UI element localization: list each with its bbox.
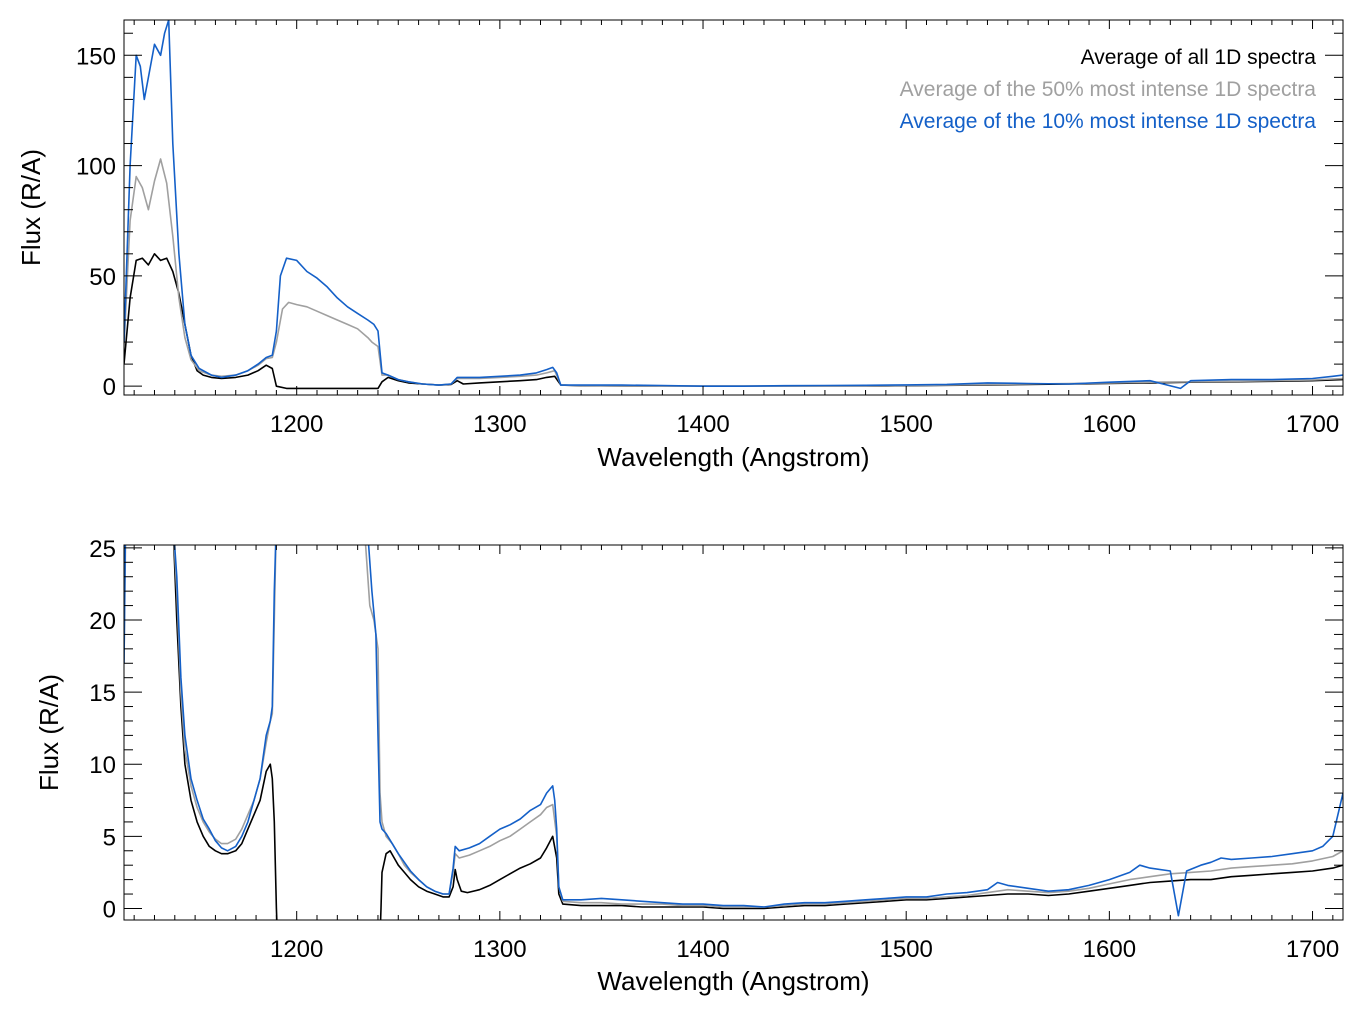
y-tick-label: 20 xyxy=(89,608,116,635)
x-tick-label: 1500 xyxy=(879,411,932,438)
x-tick-label: 1300 xyxy=(473,411,526,438)
top-panel: 1200 1300 1400 1500 1600 1700 0 50 100 150 Wavele… xyxy=(16,19,1344,472)
y-tick-label: 5 xyxy=(103,824,116,851)
series-line-all xyxy=(173,545,1343,920)
legend-entry-10-percent: Average of the 10% most intense 1D spect… xyxy=(900,110,1317,133)
legend-entry-50-percent: Average of the 50% most intense 1D spect… xyxy=(900,78,1317,101)
x-tick-label: 1600 xyxy=(1083,411,1136,438)
series-line-50-percent xyxy=(124,545,1343,908)
x-tick-label: 1200 xyxy=(270,936,323,963)
x-tick-label: 1400 xyxy=(676,411,729,438)
y-tick-label: 10 xyxy=(89,752,116,779)
series-line-10-percent xyxy=(124,20,1343,390)
series-line-all xyxy=(124,253,1343,390)
y-tick-label: 50 xyxy=(89,264,116,291)
top-plot-frame xyxy=(123,19,1344,396)
y-tick-label: 150 xyxy=(76,43,116,70)
x-tick-label: 1700 xyxy=(1286,936,1339,963)
bottom-plot-frame xyxy=(123,544,1344,921)
bottom-x-axis-label: Wavelength (Angstrom) xyxy=(597,966,869,996)
bottom-panel: 1200 1300 1400 1500 1600 1700 0 5 10 15 20 25 Wavel… xyxy=(34,536,1344,996)
x-tick-label: 1700 xyxy=(1286,411,1339,438)
top-x-axis-label: Wavelength (Angstrom) xyxy=(597,442,869,472)
y-tick-label: 0 xyxy=(103,896,116,923)
x-tick-label: 1300 xyxy=(473,936,526,963)
x-tick-label: 1600 xyxy=(1083,936,1136,963)
y-tick-label: 0 xyxy=(103,374,116,401)
top-y-axis-label: Flux (R/A) xyxy=(16,149,46,266)
y-tick-label: 15 xyxy=(89,680,116,707)
legend-entry-all: Average of all 1D spectra xyxy=(1081,46,1317,69)
bottom-y-axis-label: Flux (R/A) xyxy=(34,674,64,791)
y-tick-label: 100 xyxy=(76,154,116,181)
series-line-10-percent xyxy=(124,545,1343,917)
x-tick-label: 1200 xyxy=(270,411,323,438)
x-tick-label: 1500 xyxy=(879,936,932,963)
legend: Average of all 1D spectra Average of the… xyxy=(900,46,1317,133)
series-line-50-percent xyxy=(124,158,1343,387)
y-tick-label: 25 xyxy=(89,536,116,563)
x-tick-label: 1400 xyxy=(676,936,729,963)
